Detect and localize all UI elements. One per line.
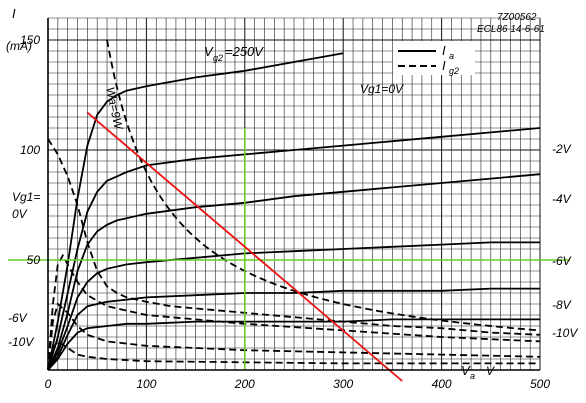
vg1-zero-left-bottom: 0V <box>12 207 28 221</box>
series-ig2-vg1-0v-line <box>47 138 541 336</box>
series-label: -8V <box>552 298 572 312</box>
series-8v-line <box>47 287 540 371</box>
x-tick-label: 200 <box>234 377 255 391</box>
legend-entry-ia-symbol: I <box>442 43 446 58</box>
condition-subscript: g2 <box>213 53 223 63</box>
series-labels: Vg1=0V-2V-4V-6V-8V-10V-6V-10V <box>8 82 578 349</box>
x-axis-symbol: V <box>461 363 471 378</box>
series-2v-line <box>47 127 541 371</box>
y-tick-label: 150 <box>20 33 40 47</box>
y-tick-label: 100 <box>20 143 40 157</box>
series-label: -10V <box>552 326 578 340</box>
series-label: -2V <box>552 142 572 156</box>
axes <box>47 18 540 371</box>
y-axis-symbol: I <box>12 6 16 21</box>
reference-code: 7Z00562 <box>497 12 537 23</box>
x-tick-label: 400 <box>432 377 452 391</box>
series-label: -6V <box>552 254 572 268</box>
overlay-lines <box>8 111 570 382</box>
curves <box>47 39 541 371</box>
series-6v-line <box>47 241 540 371</box>
legend-entry-ia-subscript: a <box>449 51 454 61</box>
legend: I a I g2 <box>393 41 475 76</box>
wa-hyperbola-line <box>106 39 541 332</box>
series-vg1-0v-line <box>47 52 344 371</box>
vg1-zero-left-top: Vg1= <box>12 190 40 204</box>
reference-type-date: ECL86 14-6-61 <box>477 24 545 35</box>
tick-labels: 0 100 200 300 400 500 50 100 150 <box>20 33 550 391</box>
series-ig2-2v-line <box>47 253 541 371</box>
y-axis-unit: (mA) <box>6 39 32 53</box>
legend-box <box>393 41 475 75</box>
legend-entry-ig2-subscript: g2 <box>449 66 459 76</box>
load-line <box>86 111 403 382</box>
x-axis-unit: V <box>486 364 495 378</box>
x-axis-subscript: a <box>470 371 475 381</box>
grid <box>47 17 541 371</box>
legend-entry-ig2-symbol: I <box>442 58 446 73</box>
condition-value: =250V <box>225 44 264 59</box>
x-tick-label: 300 <box>333 377 353 391</box>
series-ig2-6v-line <box>47 302 541 371</box>
y-tick-label: 50 <box>27 253 41 267</box>
y-axis-title: I (mA) <box>6 6 32 53</box>
condition-symbol: V <box>204 44 214 59</box>
series-10v-line <box>47 318 540 371</box>
x-tick-label: 100 <box>136 377 156 391</box>
series-label-left: -10V <box>8 335 34 349</box>
x-axis-title: V a V <box>461 363 495 381</box>
condition-label: V g2 =250V <box>204 44 264 63</box>
series-label-left: -6V <box>8 311 28 325</box>
series-4v-line <box>47 173 541 371</box>
series-label: Vg1=0V <box>360 82 404 96</box>
labels: 7Z00562 ECL86 14-6-61 I (mA) V g2 =250V … <box>6 6 578 391</box>
series-label: -4V <box>552 192 572 206</box>
x-tick-label: 500 <box>530 377 550 391</box>
vg1-zero-left-label: Vg1= 0V <box>12 190 40 221</box>
x-tick-label: 0 <box>45 377 52 391</box>
